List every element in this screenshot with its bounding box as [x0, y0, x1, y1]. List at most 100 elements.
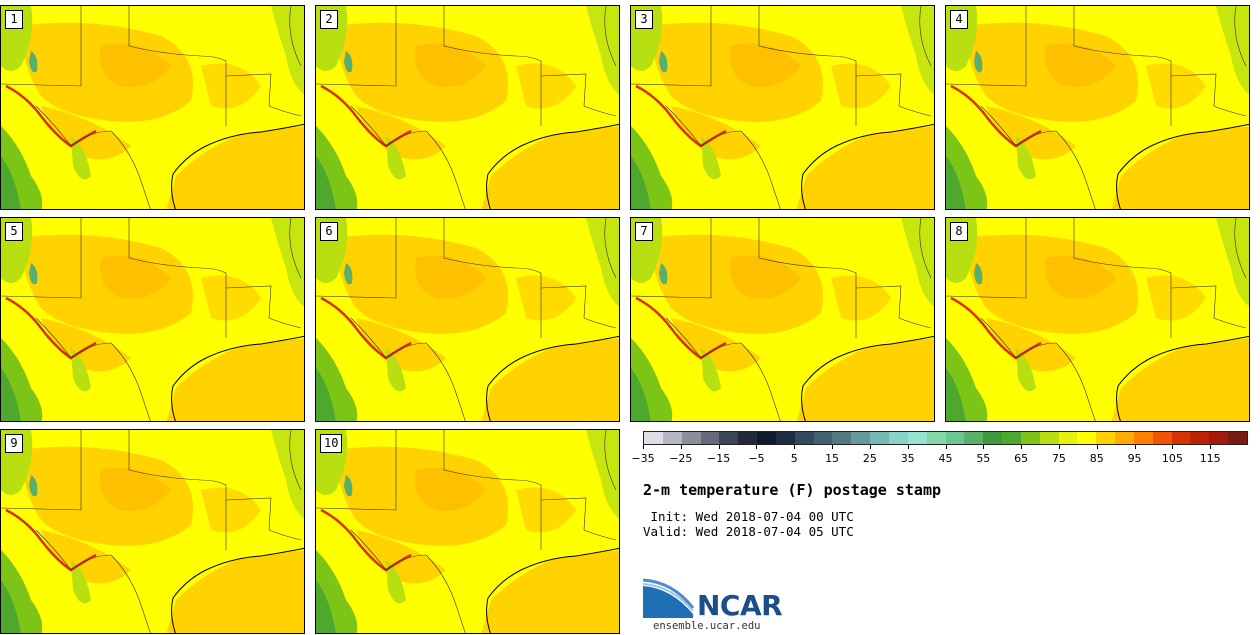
colorbar-tick-label: 115 [1199, 452, 1221, 465]
colorbar-segment [1096, 432, 1116, 444]
colorbar-tick [832, 445, 834, 449]
member-panel-10[interactable]: 10 [315, 429, 620, 634]
colorbar-segment [775, 432, 795, 444]
colorbar-segment [1228, 432, 1247, 444]
colorbar-tick [945, 445, 947, 449]
colorbar-segment [1002, 432, 1021, 444]
colorbar-tick-label: 25 [862, 452, 877, 465]
temperature-map [631, 218, 934, 421]
member-panel-3[interactable]: 3 [630, 5, 935, 210]
colorbar-tick-label: −25 [669, 452, 693, 465]
member-label: 1 [5, 10, 23, 29]
member-label: 2 [320, 10, 338, 29]
valid-time: Valid: Wed 2018-07-04 05 UTC [643, 524, 854, 539]
colorbar-segment [1039, 432, 1059, 444]
colorbar-segment [700, 432, 720, 444]
colorbar-tick-label: 75 [1051, 452, 1066, 465]
colorbar-tick-label: −35 [631, 452, 655, 465]
member-panel-4[interactable]: 4 [945, 5, 1250, 210]
member-label: 7 [635, 222, 653, 241]
colorbar-segment [870, 432, 889, 444]
colorbar-segment [662, 432, 682, 444]
temperature-map [316, 218, 619, 421]
colorbar-tick [1210, 445, 1212, 449]
colorbar-tick-label: 55 [976, 452, 991, 465]
colorbar-ticks: −35 −25 −15 −5 5 15 25 35 45 55 65 75 85 95 105 115 [631, 445, 1248, 469]
member-label: 8 [950, 222, 968, 241]
colorbar-segment [926, 432, 946, 444]
colorbar-tick [643, 445, 644, 449]
temperature-map [946, 218, 1249, 421]
colorbar-tick [907, 445, 909, 449]
colorbar-segment [1152, 432, 1172, 444]
member-panel-2[interactable]: 2 [315, 5, 620, 210]
temperature-map [316, 6, 619, 209]
colorbar-tick [794, 445, 796, 449]
colorbar-tick [1134, 445, 1136, 449]
colorbar-segment [1020, 432, 1040, 444]
colorbar-segment [681, 432, 701, 444]
colorbar-tick-label: 45 [938, 452, 953, 465]
colorbar-segment [1077, 432, 1097, 444]
colorbar-segment [794, 432, 814, 444]
colorbar-tick-label: 15 [825, 452, 840, 465]
ncar-logo-icon [643, 578, 695, 618]
colorbar-segment [907, 432, 927, 444]
colorbar-tick [756, 445, 758, 449]
colorbar-tick [983, 445, 985, 449]
colorbar-segment [832, 432, 852, 444]
colorbar-tick-label: 105 [1161, 452, 1183, 465]
colorbar-tick-label: −5 [748, 452, 765, 465]
temperature-colorbar [643, 431, 1248, 445]
member-panel-1[interactable]: 1 [0, 5, 305, 210]
colorbar-segment [945, 432, 965, 444]
colorbar-segment [888, 432, 908, 444]
colorbar-segment [1058, 432, 1078, 444]
init-time: Init: Wed 2018-07-04 00 UTC [643, 509, 854, 524]
member-panel-9[interactable]: 9 [0, 429, 305, 634]
colorbar-segment [813, 432, 833, 444]
colorbar-segment [983, 432, 1003, 444]
colorbar-tick-label: 35 [900, 452, 915, 465]
member-panel-5[interactable]: 5 [0, 217, 305, 422]
colorbar-segment [851, 432, 871, 444]
member-label: 5 [5, 222, 23, 241]
member-label: 10 [320, 434, 343, 453]
member-label: 6 [320, 222, 338, 241]
colorbar-tick [1172, 445, 1174, 449]
colorbar-tick [1021, 445, 1023, 449]
temperature-map [1, 430, 304, 633]
colorbar-tick-label: −15 [707, 452, 731, 465]
plot-title: 2-m temperature (F) postage stamp [643, 481, 942, 499]
colorbar-segment [644, 432, 663, 444]
colorbar-tick-label: 5 [790, 452, 798, 465]
colorbar-tick-label: 95 [1127, 452, 1142, 465]
colorbar-tick [1096, 445, 1098, 449]
temperature-map [631, 6, 934, 209]
colorbar-segment [1133, 432, 1153, 444]
colorbar-tick [869, 445, 871, 449]
colorbar-tick-label: 65 [1014, 452, 1029, 465]
colorbar-tick-label: 85 [1089, 452, 1104, 465]
ncar-logo-text: NCAR [697, 589, 783, 622]
colorbar-tick [680, 445, 682, 449]
member-label: 4 [950, 10, 968, 29]
temperature-map [316, 430, 619, 633]
temperature-map [1, 6, 304, 209]
member-label: 9 [5, 434, 23, 453]
colorbar-segment [1115, 432, 1134, 444]
member-panel-8[interactable]: 8 [945, 217, 1250, 422]
colorbar-segment [1190, 432, 1210, 444]
colorbar-tick [718, 445, 720, 449]
site-url[interactable]: ensemble.ucar.edu [653, 620, 761, 632]
colorbar-segment [1171, 432, 1191, 444]
member-label: 3 [635, 10, 653, 29]
colorbar-segment [964, 432, 984, 444]
colorbar-segment [757, 432, 776, 444]
member-panel-7[interactable]: 7 [630, 217, 935, 422]
colorbar-segment [738, 432, 758, 444]
member-panel-6[interactable]: 6 [315, 217, 620, 422]
temperature-map [946, 6, 1249, 209]
colorbar-tick [1058, 445, 1060, 449]
colorbar-segment [1209, 432, 1229, 444]
